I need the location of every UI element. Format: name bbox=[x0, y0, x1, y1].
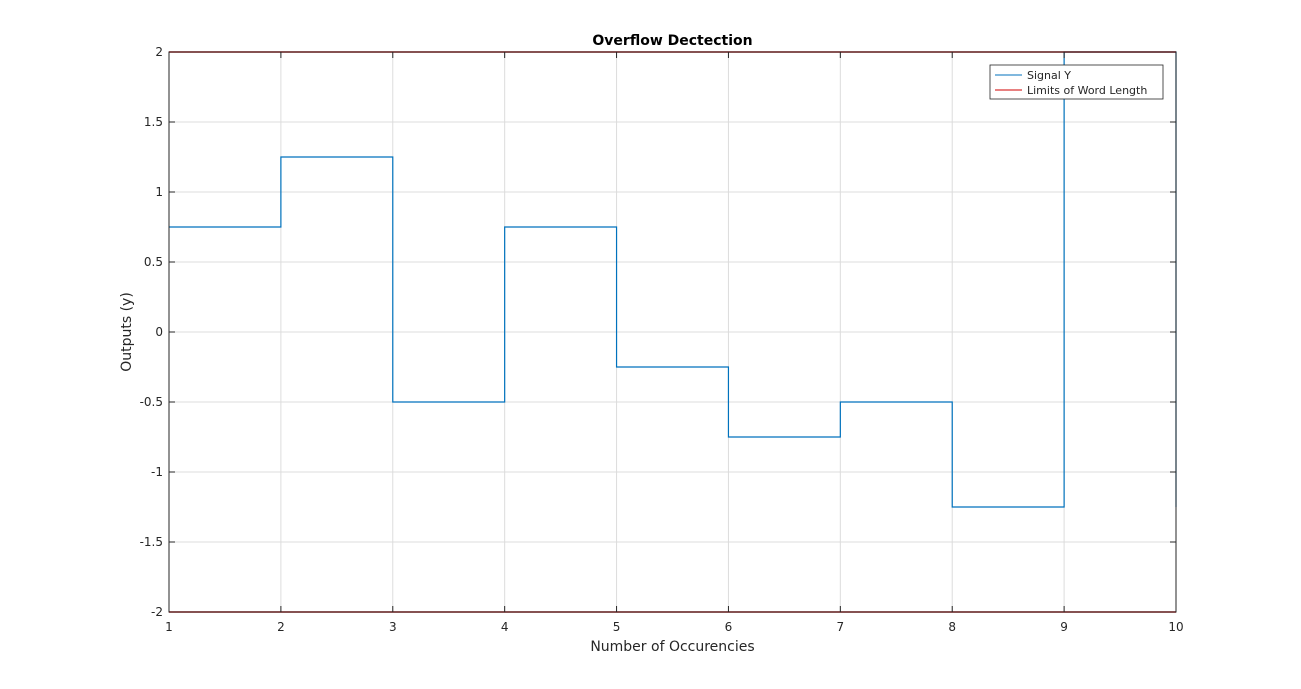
x-tick-label: 1 bbox=[165, 620, 173, 634]
y-tick-label: -1 bbox=[151, 465, 163, 479]
x-tick-label: 9 bbox=[1060, 620, 1068, 634]
x-tick-label: 3 bbox=[389, 620, 397, 634]
ticks: 1 2 3 4 5 6 7 8 9 10 -2 -1.5 -1 -0.5 0 0.5 1 1.5 2 bbox=[140, 45, 1184, 634]
y-tick-label: 1 bbox=[155, 185, 163, 199]
x-axis-label: Number of Occurencies bbox=[590, 639, 754, 655]
y-tick-label: 0.5 bbox=[144, 255, 163, 269]
x-tick-label: 7 bbox=[837, 620, 845, 634]
x-tick-label: 5 bbox=[613, 620, 621, 634]
x-tick-label: 4 bbox=[501, 620, 509, 634]
chart-title: Overflow Dectection bbox=[592, 33, 752, 49]
y-axis-label: Outputs (y) bbox=[119, 292, 135, 372]
x-tick-label: 8 bbox=[948, 620, 956, 634]
y-tick-label: 0 bbox=[155, 325, 163, 339]
legend: Signal Y Limits of Word Length bbox=[989, 64, 1164, 100]
y-tick-label: -0.5 bbox=[140, 395, 163, 409]
x-tick-label: 6 bbox=[725, 620, 733, 634]
legend-label-limits: Limits of Word Length bbox=[1027, 84, 1147, 97]
y-tick-label: 1.5 bbox=[144, 115, 163, 129]
y-tick-label: -2 bbox=[151, 605, 163, 619]
series-signal-y bbox=[169, 51, 1177, 508]
x-tick-label: 10 bbox=[1168, 620, 1183, 634]
y-tick-label: 2 bbox=[155, 45, 163, 59]
legend-label-signal-y: Signal Y bbox=[1027, 69, 1071, 82]
x-tick-label: 2 bbox=[277, 620, 285, 634]
y-tick-label: -1.5 bbox=[140, 535, 163, 549]
legend-box bbox=[989, 64, 1164, 100]
